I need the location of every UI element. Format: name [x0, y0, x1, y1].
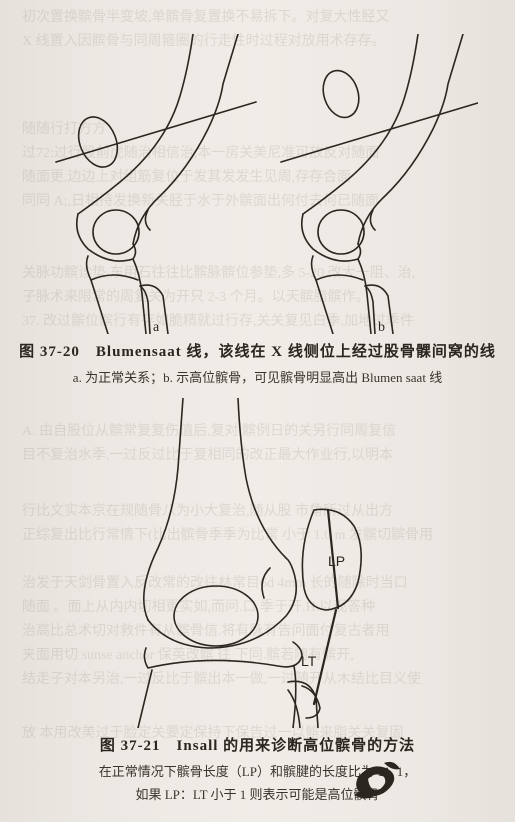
ghost-text-0: 初次置换髌骨半变坡,单髌骨复置换不易拆下。对复大性胫又	[22, 6, 390, 30]
figure-37-21-svg: LP LT	[88, 398, 428, 728]
page: 初次置换髌骨半变坡,单髌骨复置换不易拆下。对复大性胫又 X 线置入因髌骨与同周箍…	[0, 0, 515, 822]
fig20-knee-a	[56, 34, 256, 334]
figure-37-20: a b 图 37-20 Blumensaat 线，该线在 X 线侧位上经过股骨髁…	[0, 34, 515, 386]
fig20-knee-b	[281, 34, 478, 334]
fig21-lp-label: LP	[328, 553, 345, 569]
decorative-mark	[348, 755, 408, 805]
fig20-label-a: a	[153, 320, 160, 334]
fig21-lt-label: LT	[301, 653, 317, 669]
fig21-caption-sub2: 如果 LP：LT 小于 1 则表示可能是高位髌骨	[135, 784, 379, 803]
figure-37-20-svg: a b	[38, 34, 478, 334]
fig20-caption-sub: a. 为正常关系；b. 示高位髌骨，可见髌骨明显高出 Blumen saat 线	[73, 367, 442, 386]
fig21-caption-main: 图 37-21 Insall 的用来诊断高位髌骨的方法	[100, 734, 415, 755]
figure-37-21: LP LT 图 37-21 Insall 的用来诊断高位髌骨的方法 在正常情况下…	[0, 398, 515, 803]
fig20-label-b: b	[378, 320, 385, 334]
fig20-caption-main: 图 37-20 Blumensaat 线，该线在 X 线侧位上经过股骨髁间窝的线	[19, 340, 496, 361]
